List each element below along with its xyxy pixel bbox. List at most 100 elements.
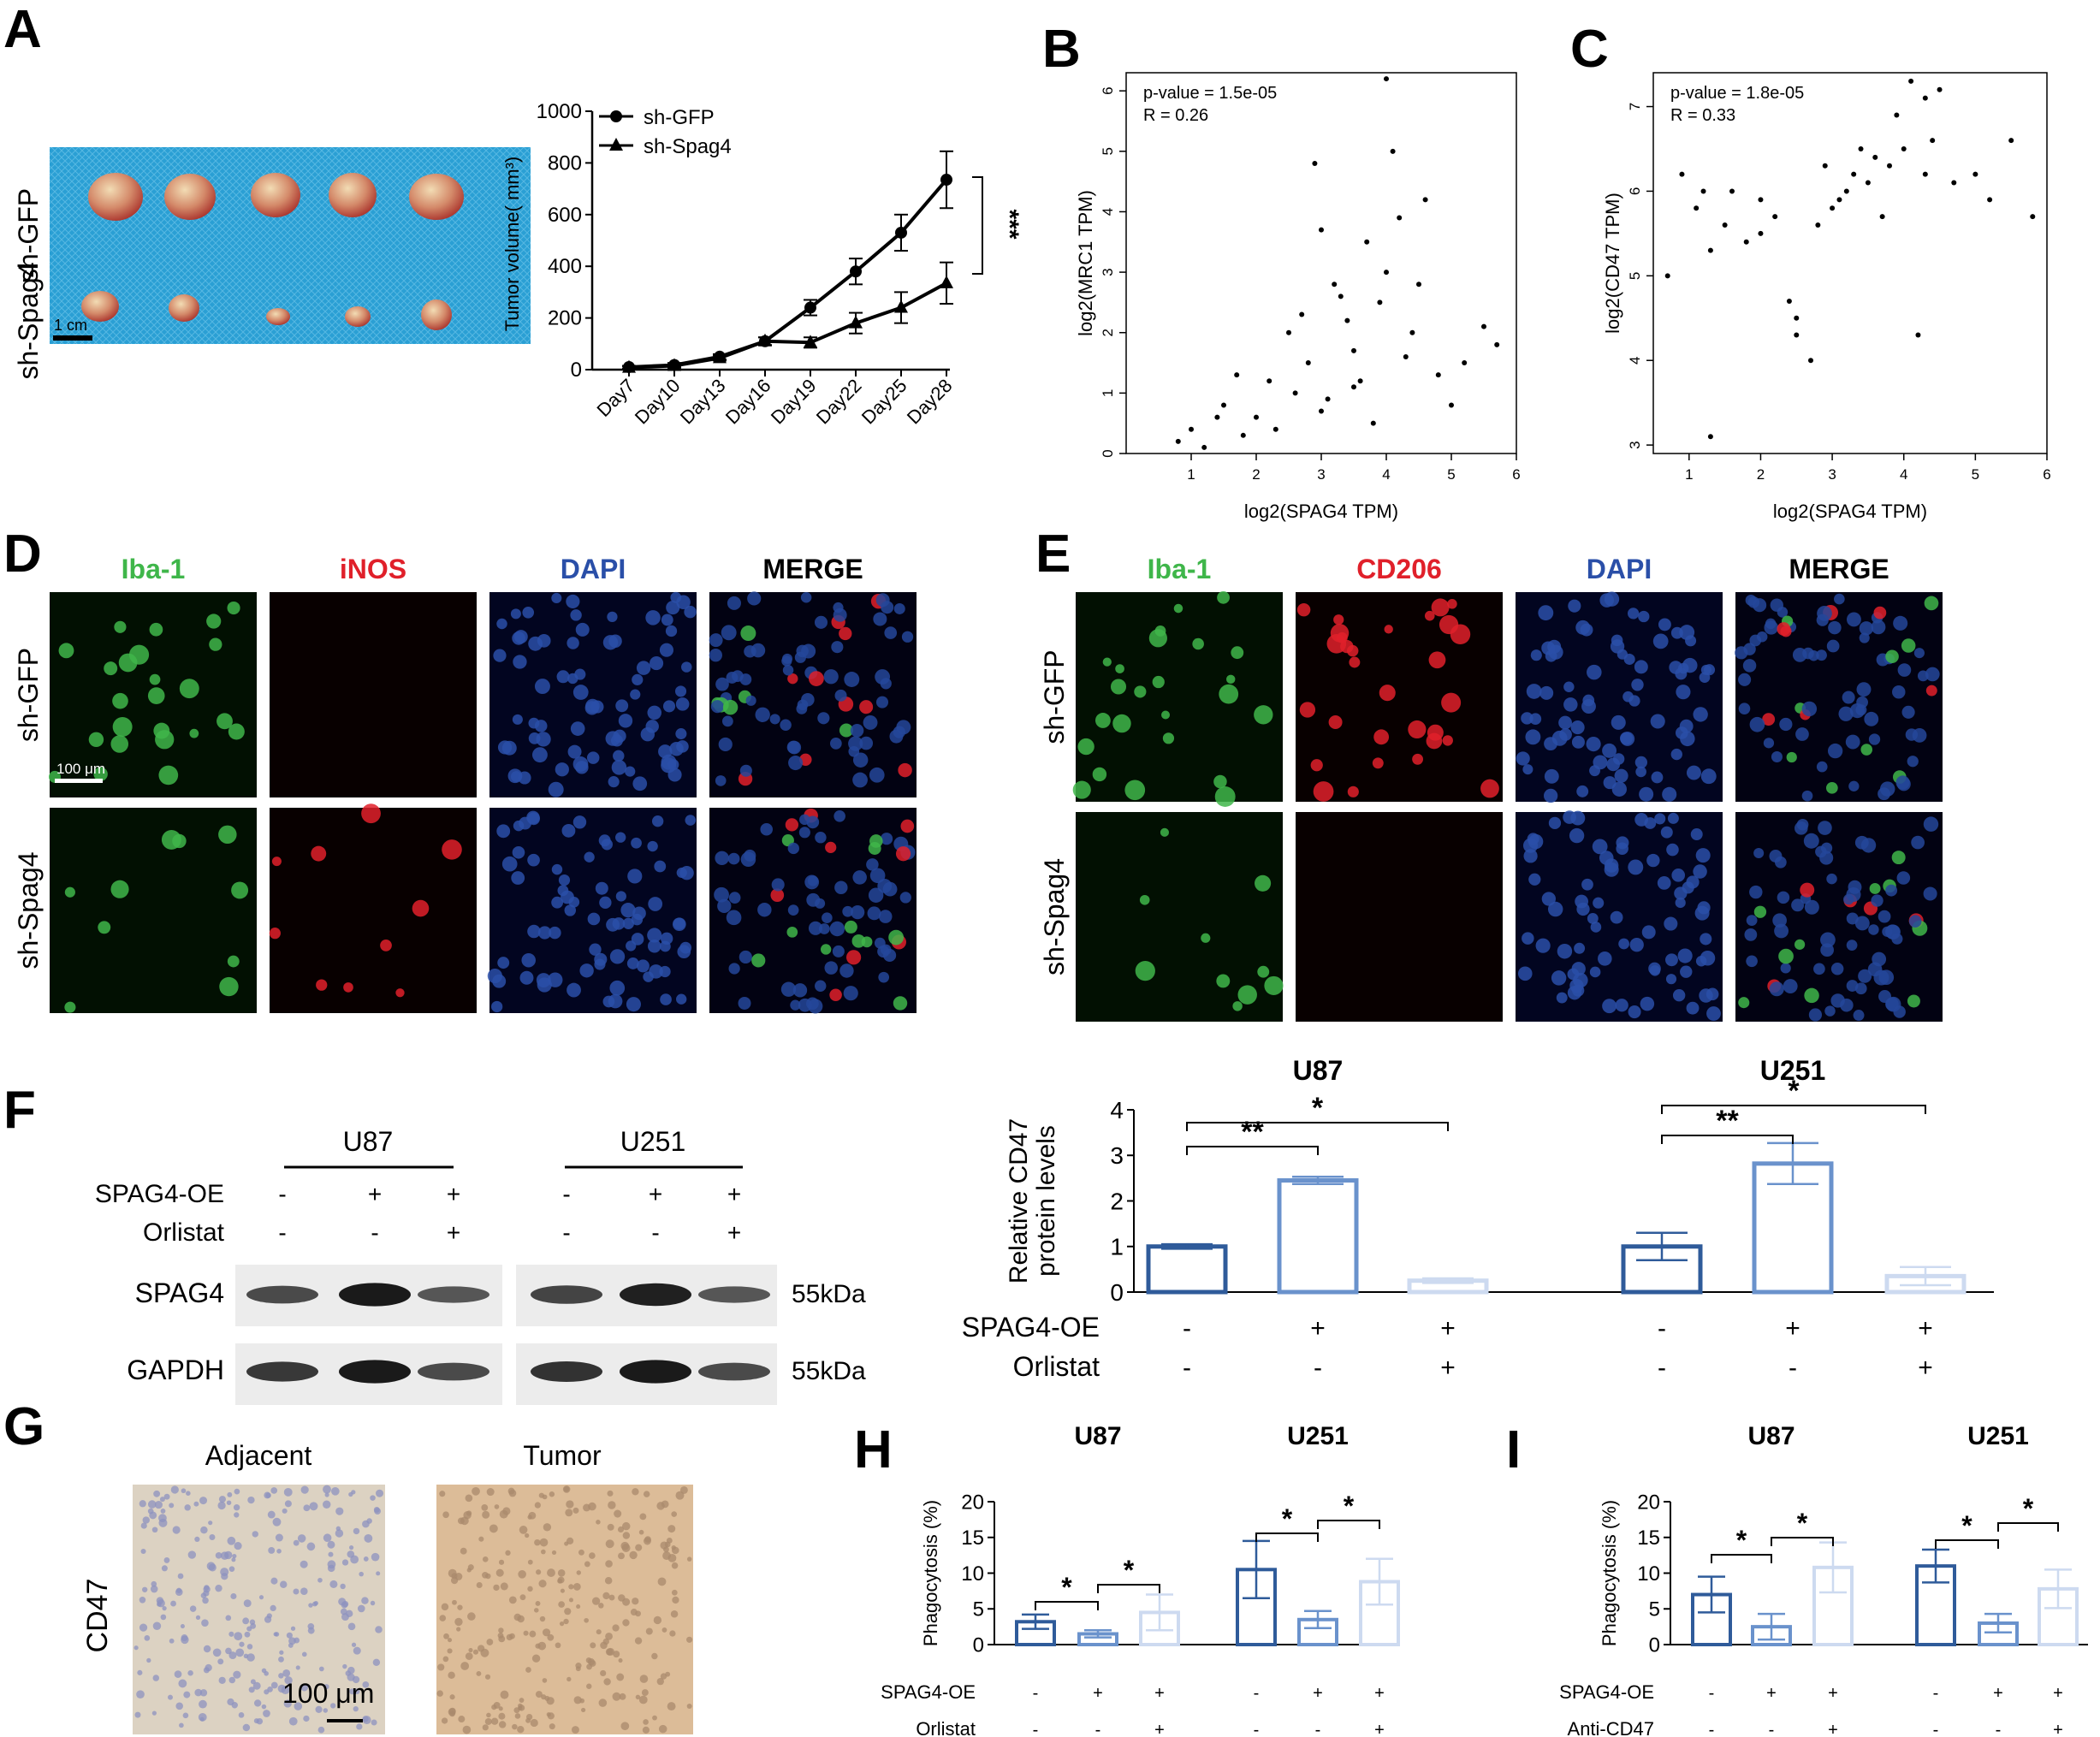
cell — [1346, 644, 1359, 657]
cell — [1551, 970, 1567, 986]
cell — [1589, 966, 1601, 978]
y-tick-label: 10 — [1637, 1562, 1660, 1586]
cell — [1826, 873, 1837, 885]
y-tick-label: 0 — [571, 359, 582, 382]
cell — [1541, 892, 1556, 906]
cell — [888, 929, 905, 946]
cell — [1313, 781, 1334, 802]
cell — [1891, 851, 1906, 865]
ihc-nucleus — [317, 1726, 325, 1734]
ihc-nucleus — [457, 1517, 465, 1525]
cell — [1558, 715, 1572, 730]
ihc-nucleus — [282, 1669, 291, 1677]
scatter-point — [1254, 414, 1259, 420]
ihc-nucleus — [364, 1533, 373, 1543]
condition-sign: - — [1254, 1684, 1260, 1703]
ihc-nucleus — [233, 1504, 240, 1511]
cell — [1480, 779, 1499, 798]
cell — [626, 997, 641, 1012]
panel-letter-e: E — [1035, 525, 1071, 584]
cell — [1604, 862, 1619, 877]
ihc-nucleus — [270, 1604, 276, 1612]
x-tick-label: Day13 — [676, 375, 730, 429]
scatter-point — [1908, 78, 1914, 84]
ihc-nucleus — [150, 1585, 158, 1593]
cell — [1856, 696, 1868, 708]
scatter-point — [2008, 138, 2014, 144]
ihc-nucleus — [371, 1552, 380, 1562]
ihc-nucleus — [618, 1594, 626, 1602]
cell — [829, 737, 842, 750]
scatter-point — [1409, 329, 1415, 335]
cell — [1846, 940, 1858, 951]
cell — [1611, 781, 1628, 797]
ihc-nucleus — [361, 1597, 369, 1604]
plot-frame — [1652, 72, 2048, 454]
scatter-point — [1416, 282, 1421, 288]
cell — [343, 982, 353, 993]
ihc-nucleus — [638, 1695, 648, 1704]
cell — [648, 897, 663, 911]
cell — [1913, 648, 1925, 659]
x-tick-label: 3 — [1317, 466, 1325, 483]
cell — [852, 870, 867, 885]
cell — [662, 700, 676, 713]
scatter-point — [1679, 171, 1685, 177]
cell — [780, 719, 792, 731]
ihc-nucleus — [246, 1644, 253, 1650]
cell — [1654, 813, 1666, 825]
cell — [1628, 859, 1644, 875]
ihc-nucleus — [199, 1716, 205, 1722]
ihc-nucleus — [517, 1725, 525, 1734]
ihc-nucleus — [228, 1631, 234, 1637]
scatter-point — [1319, 227, 1324, 233]
ihc-nucleus — [234, 1512, 240, 1518]
cell — [1567, 986, 1582, 1000]
cell — [1893, 615, 1908, 631]
ihc-nucleus — [547, 1633, 555, 1641]
ihc-nucleus — [261, 1668, 267, 1674]
scatter-point — [1830, 205, 1836, 211]
cell — [189, 728, 199, 738]
cell — [1257, 965, 1270, 978]
scatter-point — [1794, 315, 1800, 321]
column-label: CD206 — [1356, 554, 1442, 584]
cell — [809, 671, 824, 686]
x-tick-label: Day22 — [812, 375, 866, 429]
size-label-spag4: 55kDa — [792, 1280, 866, 1308]
scatter-point — [1449, 402, 1454, 408]
x-tick-label: 5 — [1972, 466, 1979, 483]
cell — [1563, 810, 1576, 824]
cell — [1824, 1005, 1836, 1017]
y-tick-label: 400 — [548, 255, 582, 278]
ihc-nucleus — [498, 1712, 506, 1720]
ihc-nucleus — [525, 1717, 531, 1723]
cell — [1830, 963, 1844, 975]
cell — [179, 679, 199, 699]
cell — [1226, 674, 1236, 685]
cell — [1680, 965, 1693, 978]
ihc-nucleus — [549, 1723, 555, 1730]
ihc-nucleus — [278, 1656, 284, 1663]
cell — [228, 723, 245, 740]
significance-mark: * — [1344, 1491, 1355, 1521]
annotation-r: R = 0.26 — [1143, 106, 1208, 125]
ihc-nucleus — [318, 1666, 324, 1672]
ihc-nucleus — [268, 1546, 276, 1554]
x-tick-label: Day28 — [903, 375, 957, 429]
cell — [158, 765, 179, 786]
ihc-nucleus — [233, 1670, 241, 1679]
cell — [1908, 915, 1922, 928]
panel-h-bar-chart: 0 5 10 15 20 U87 U251 Phagocytosis (%) SPAG4-OE -… — [881, 1422, 1400, 1737]
ihc-nucleus — [295, 1665, 300, 1670]
cell — [112, 692, 128, 709]
cell — [1575, 620, 1591, 635]
scatter-point — [1384, 270, 1389, 276]
cell — [722, 699, 739, 715]
cell — [1693, 707, 1708, 722]
x-tick-label: 5 — [1447, 466, 1455, 483]
data-point — [804, 335, 817, 348]
ihc-nucleus — [244, 1631, 251, 1638]
ihc-nucleus — [539, 1538, 549, 1547]
ihc-nucleus — [616, 1673, 625, 1681]
